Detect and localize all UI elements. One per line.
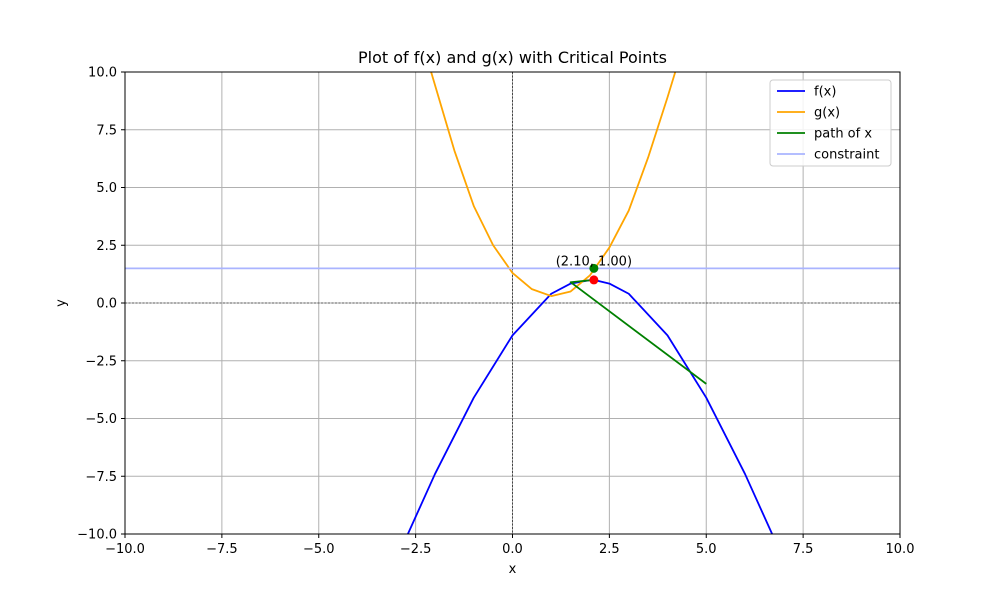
y-tick-label: 7.5: [96, 123, 117, 138]
points-layer: [589, 263, 599, 285]
constraint-point: [589, 263, 599, 273]
legend-label: constraint: [814, 148, 879, 163]
x-tick-label: −2.5: [400, 542, 432, 557]
legend-box: [769, 79, 892, 167]
y-axis-title: y: [54, 299, 69, 307]
y-tick-label: −7.5: [85, 470, 117, 485]
y-tick-label: 0.0: [96, 297, 117, 312]
y-tick-label: 5.0: [96, 181, 117, 196]
legend: f(x) g(x) path of x constraint: [769, 79, 892, 167]
x-tick-label: −5.0: [303, 542, 335, 557]
y-tick-label: −10.0: [77, 528, 117, 543]
x-tick-label: 5.0: [696, 542, 717, 557]
y-tick-label: 2.5: [96, 239, 117, 254]
x-tick-label: 7.5: [793, 542, 814, 557]
x-tick-label: 0.0: [502, 542, 523, 557]
x-tick-label: 10.0: [886, 542, 915, 557]
legend-label: g(x): [814, 106, 840, 121]
y-tick-label: 10.0: [88, 66, 117, 81]
x-tick-label: 2.5: [599, 542, 620, 557]
chart-title: Plot of f(x) and g(x) with Critical Poin…: [358, 48, 667, 67]
annotation-label: (2.10, 1.00): [556, 254, 632, 269]
critical-point: [589, 275, 599, 285]
legend-label: f(x): [814, 85, 836, 100]
zero-lines: [125, 72, 900, 534]
x-tick-label: −7.5: [206, 542, 238, 557]
x-tick-label: −10.0: [105, 542, 145, 557]
series-line-g-x: [430, 72, 677, 297]
legend-label: path of x: [814, 127, 872, 142]
annotations: (2.10, 1.00): [556, 254, 632, 269]
ticks: −10.0 −7.5 −5.0 −2.5 0.0 2.5 5.0 7.5 10.0 −10.0 −7…: [77, 66, 914, 558]
y-tick-label: −2.5: [85, 354, 117, 369]
y-tick-label: −5.0: [85, 412, 117, 427]
series-line-path-of-x: [569, 279, 707, 385]
x-axis-title: x: [509, 562, 517, 577]
